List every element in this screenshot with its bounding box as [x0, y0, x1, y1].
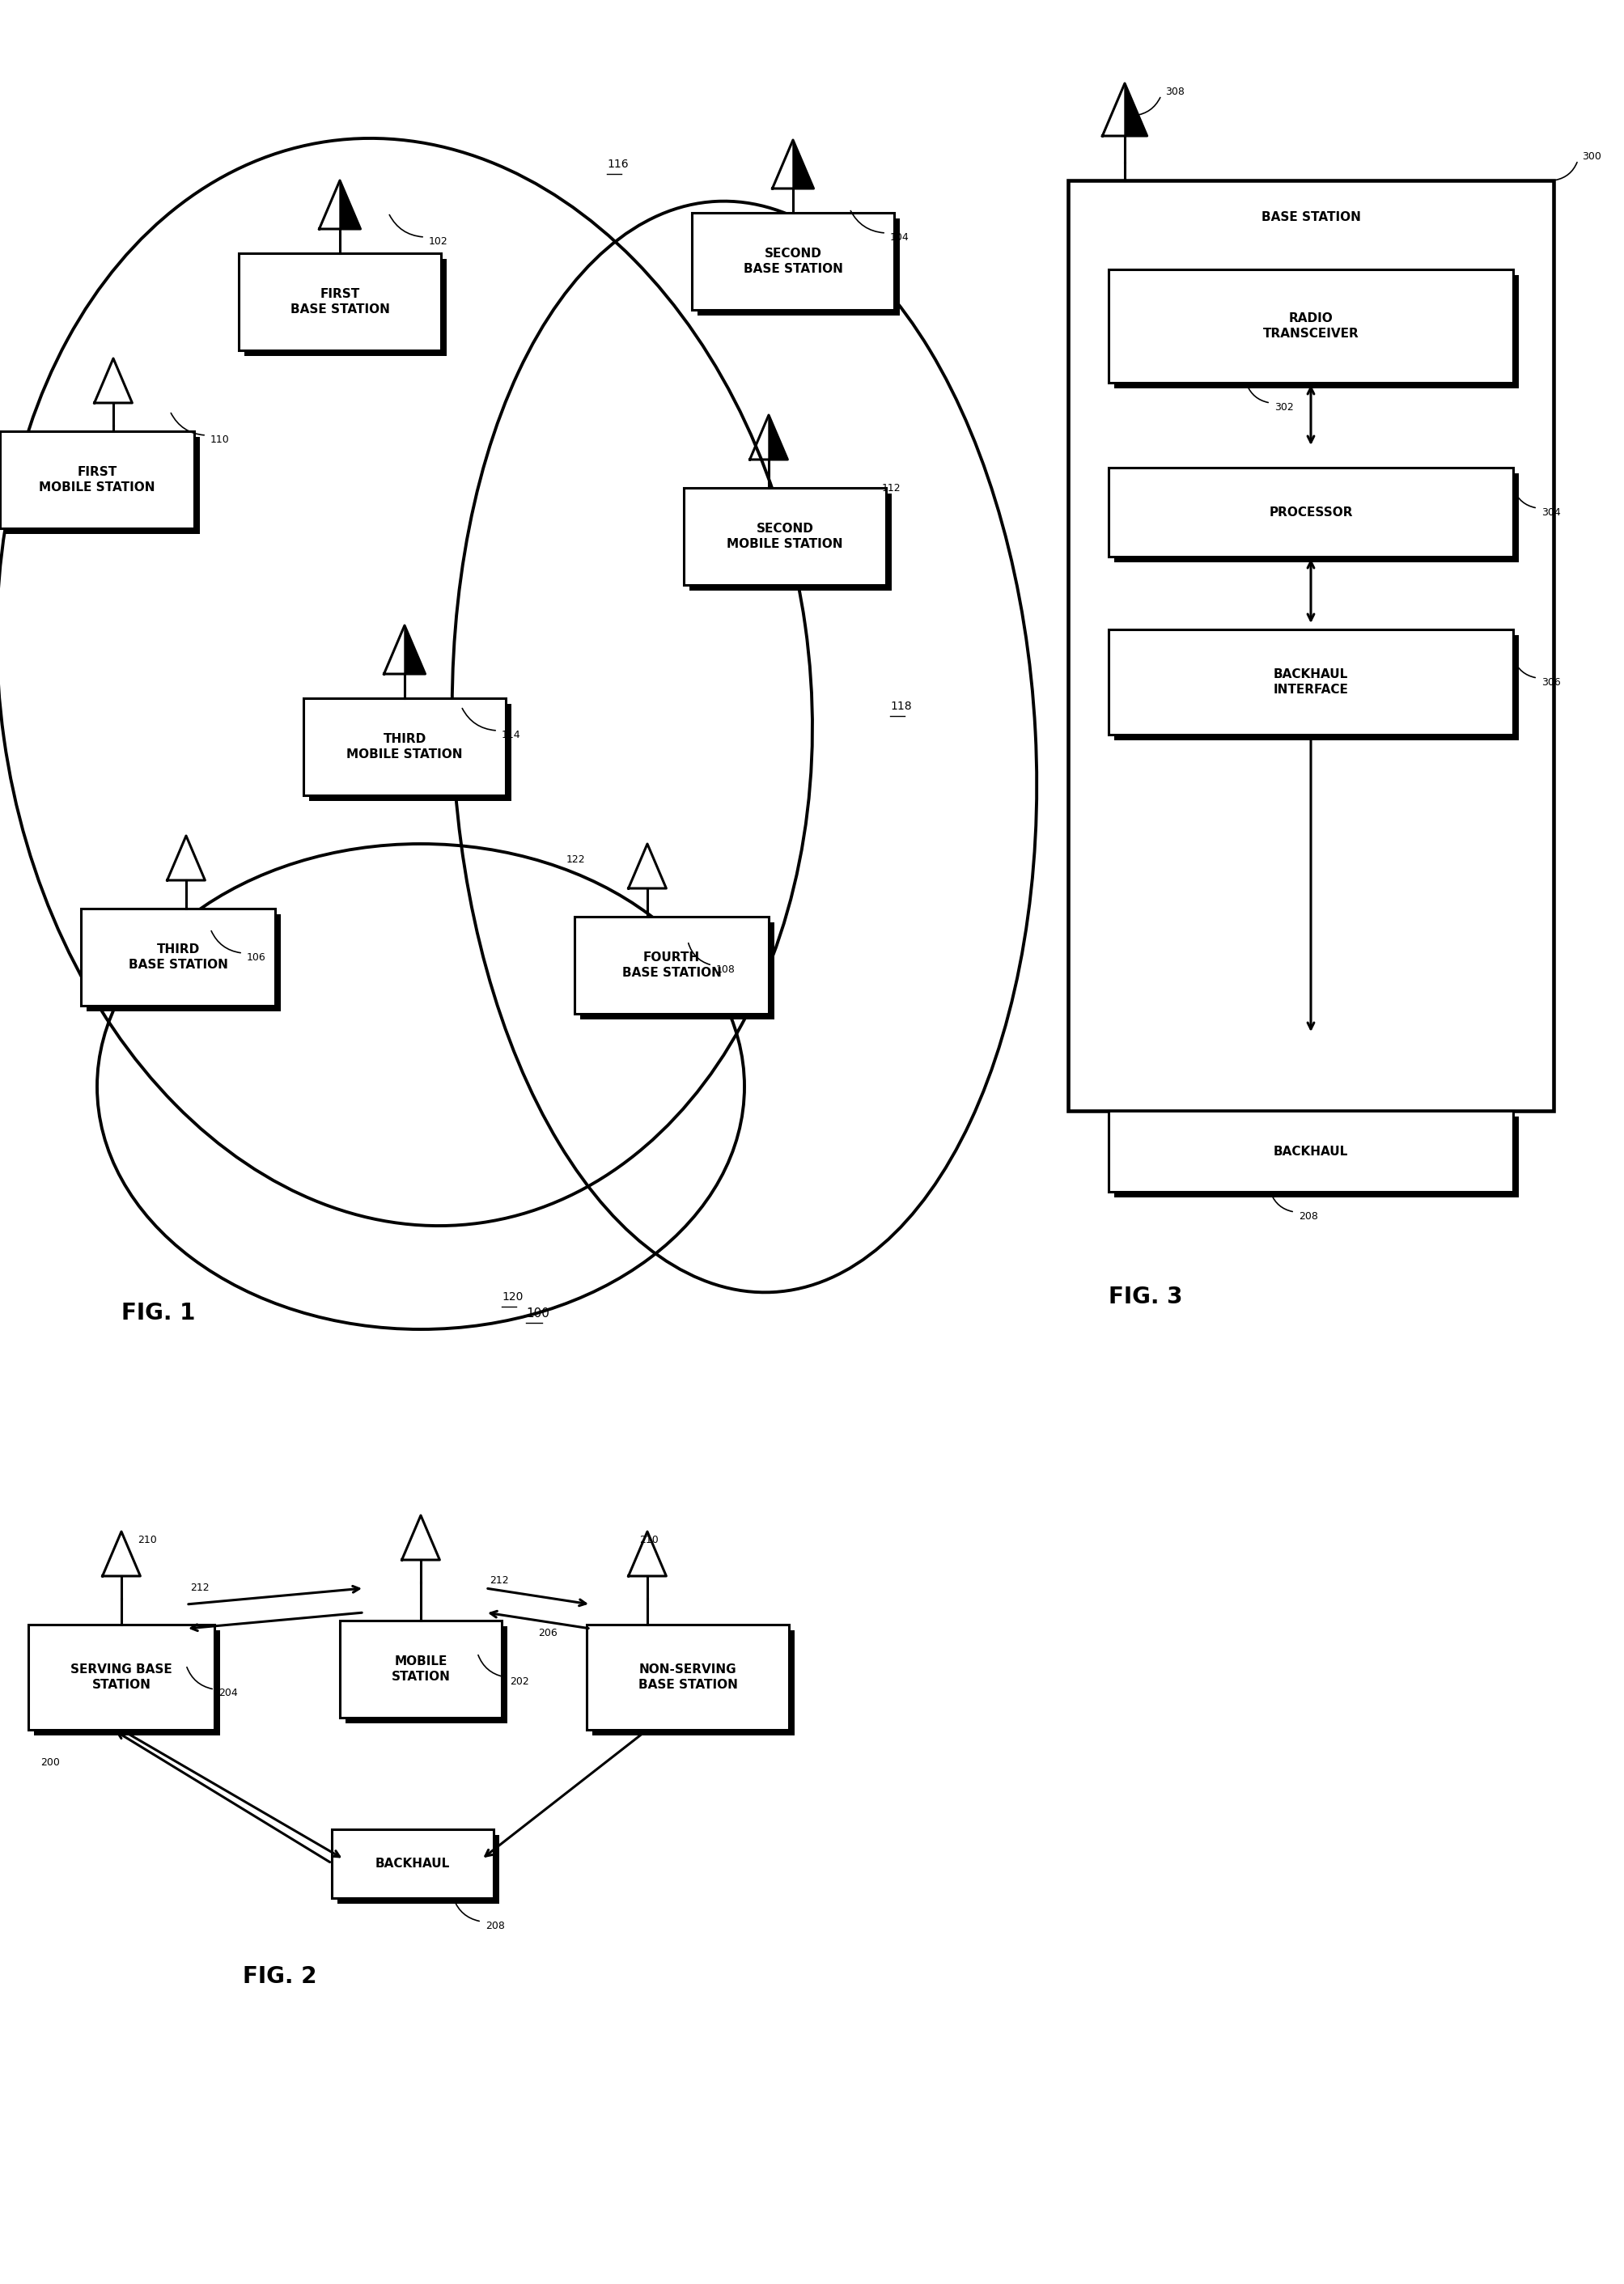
FancyBboxPatch shape [309, 703, 512, 802]
Text: 210: 210 [138, 1535, 156, 1544]
Text: 116: 116 [607, 158, 628, 169]
FancyBboxPatch shape [244, 258, 447, 356]
FancyBboxPatch shape [1114, 635, 1518, 740]
FancyBboxPatch shape [593, 1631, 794, 1736]
Text: 204: 204 [218, 1688, 237, 1699]
Text: SECOND
BASE STATION: SECOND BASE STATION [742, 247, 843, 274]
Text: 302: 302 [1273, 402, 1293, 411]
Text: 212: 212 [489, 1576, 508, 1585]
FancyBboxPatch shape [586, 1624, 789, 1729]
Text: 200: 200 [41, 1756, 60, 1768]
Text: 208: 208 [486, 1921, 505, 1930]
Text: MOBILE
STATION: MOBILE STATION [391, 1656, 450, 1683]
Text: 210: 210 [638, 1535, 658, 1544]
Text: 118: 118 [890, 701, 911, 713]
FancyBboxPatch shape [331, 1829, 494, 1898]
FancyBboxPatch shape [1108, 1110, 1512, 1192]
Text: THIRD
MOBILE STATION: THIRD MOBILE STATION [346, 733, 463, 761]
FancyBboxPatch shape [239, 254, 440, 349]
Text: BACKHAUL: BACKHAUL [1273, 1144, 1348, 1158]
Text: 308: 308 [1164, 87, 1184, 96]
FancyBboxPatch shape [5, 436, 200, 534]
FancyBboxPatch shape [575, 916, 768, 1014]
Text: 112: 112 [882, 482, 901, 493]
FancyBboxPatch shape [1114, 1117, 1518, 1197]
FancyBboxPatch shape [338, 1834, 499, 1903]
Polygon shape [404, 626, 425, 674]
FancyBboxPatch shape [684, 489, 885, 585]
Text: RADIO
TRANSCEIVER: RADIO TRANSCEIVER [1262, 313, 1358, 340]
FancyBboxPatch shape [689, 493, 892, 592]
FancyBboxPatch shape [304, 699, 505, 795]
FancyBboxPatch shape [28, 1624, 214, 1729]
Text: 108: 108 [716, 964, 736, 975]
FancyBboxPatch shape [0, 432, 195, 528]
Text: 300: 300 [1582, 151, 1600, 162]
FancyBboxPatch shape [692, 212, 893, 311]
Text: 212: 212 [190, 1583, 209, 1594]
Polygon shape [1124, 82, 1147, 137]
FancyBboxPatch shape [1114, 274, 1518, 388]
Text: 208: 208 [1298, 1211, 1317, 1222]
Text: 206: 206 [538, 1628, 557, 1638]
Text: SERVING BASE
STATION: SERVING BASE STATION [70, 1663, 172, 1690]
FancyBboxPatch shape [81, 909, 274, 1005]
Text: FIRST
BASE STATION: FIRST BASE STATION [291, 288, 390, 315]
FancyBboxPatch shape [346, 1626, 507, 1724]
Text: 202: 202 [510, 1676, 529, 1686]
FancyBboxPatch shape [339, 1622, 502, 1718]
Text: BASE STATION: BASE STATION [1260, 210, 1359, 224]
FancyBboxPatch shape [697, 219, 900, 315]
Text: 104: 104 [890, 231, 909, 242]
Text: FIG. 1: FIG. 1 [122, 1302, 195, 1325]
Text: 114: 114 [502, 729, 521, 740]
Text: 102: 102 [429, 235, 448, 247]
Text: FIG. 2: FIG. 2 [242, 1964, 317, 1987]
Text: BACKHAUL: BACKHAUL [375, 1857, 450, 1868]
Text: 120: 120 [502, 1290, 523, 1302]
FancyBboxPatch shape [580, 923, 775, 1019]
FancyBboxPatch shape [1108, 468, 1512, 557]
Text: FOURTH
BASE STATION: FOURTH BASE STATION [622, 952, 721, 980]
FancyBboxPatch shape [86, 914, 281, 1012]
Polygon shape [339, 180, 361, 228]
Polygon shape [768, 416, 788, 459]
Text: 100: 100 [526, 1306, 549, 1320]
Text: FIRST
MOBILE STATION: FIRST MOBILE STATION [39, 466, 154, 493]
FancyBboxPatch shape [1108, 630, 1512, 735]
Text: SECOND
MOBILE STATION: SECOND MOBILE STATION [726, 523, 843, 550]
Polygon shape [793, 139, 814, 190]
Text: BACKHAUL
INTERFACE: BACKHAUL INTERFACE [1273, 669, 1348, 697]
FancyBboxPatch shape [1114, 473, 1518, 562]
Text: THIRD
BASE STATION: THIRD BASE STATION [128, 943, 227, 971]
Text: 306: 306 [1541, 676, 1561, 687]
Text: NON-SERVING
BASE STATION: NON-SERVING BASE STATION [638, 1663, 737, 1690]
FancyBboxPatch shape [1067, 180, 1553, 1110]
Text: 110: 110 [209, 434, 229, 445]
FancyBboxPatch shape [34, 1631, 219, 1736]
Text: 122: 122 [567, 854, 585, 866]
FancyBboxPatch shape [1108, 270, 1512, 384]
Text: 304: 304 [1541, 507, 1561, 518]
Text: FIG. 3: FIG. 3 [1108, 1286, 1182, 1309]
Text: PROCESSOR: PROCESSOR [1268, 507, 1353, 518]
Text: 106: 106 [247, 952, 266, 962]
